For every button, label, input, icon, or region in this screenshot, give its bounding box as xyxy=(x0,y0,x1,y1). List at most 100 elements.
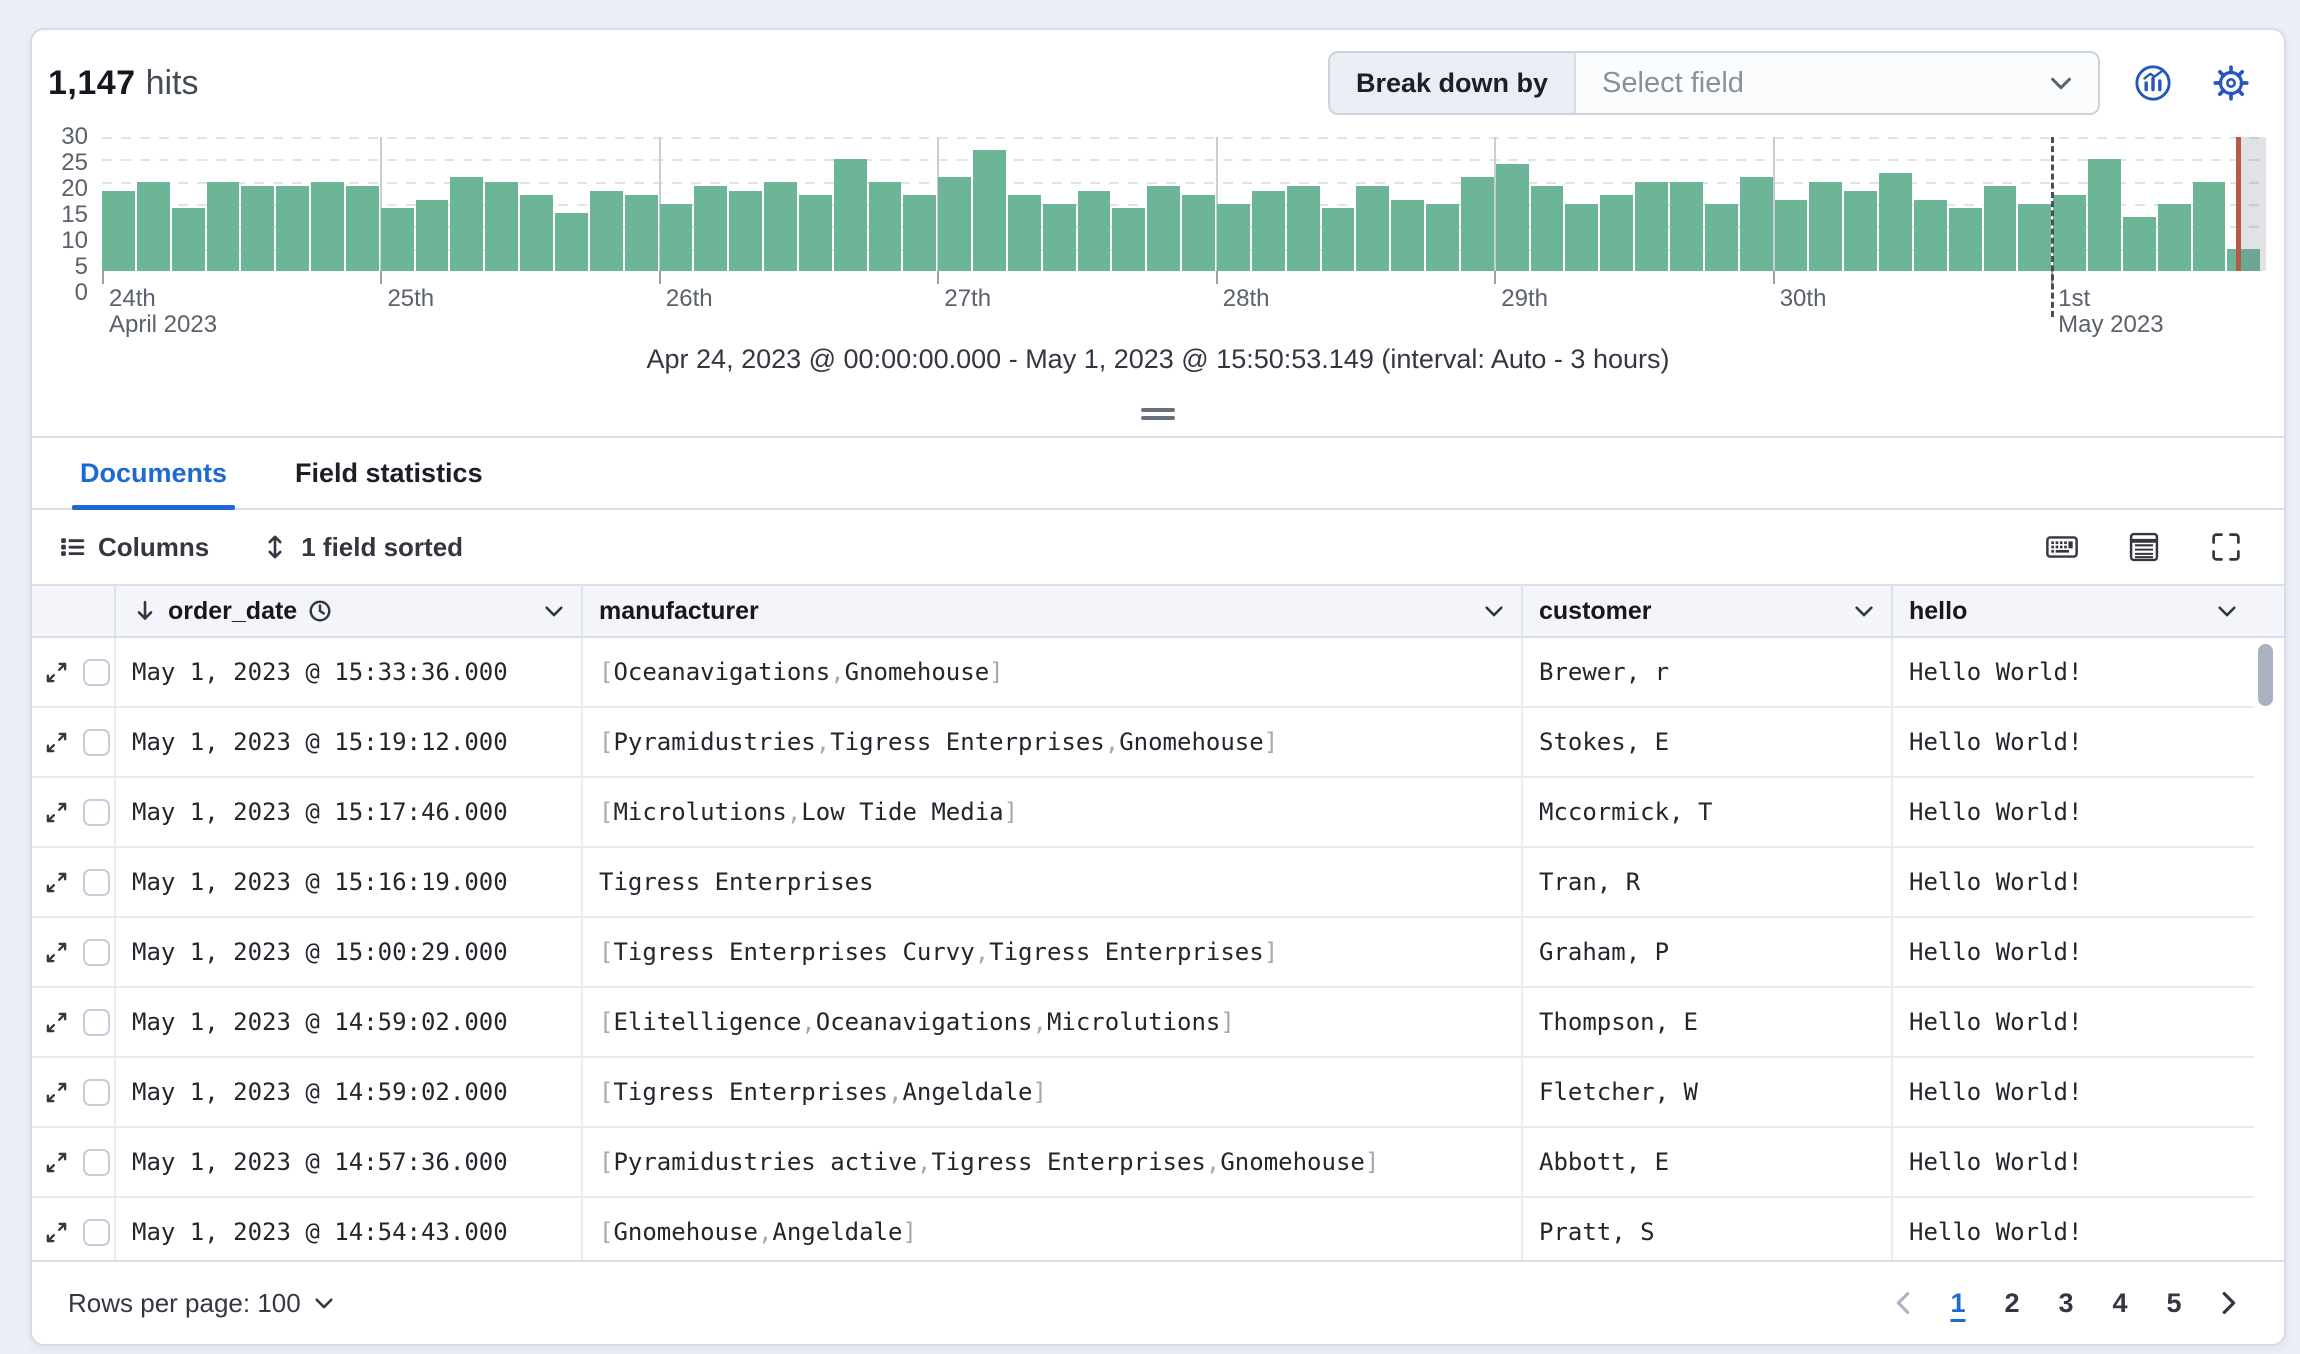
histogram-bar[interactable] xyxy=(729,190,763,271)
histogram-bar[interactable] xyxy=(1321,208,1355,271)
expand-document-button[interactable] xyxy=(43,1009,70,1036)
cell-hello[interactable]: Hello World! xyxy=(1893,988,2254,1058)
histogram-bar[interactable] xyxy=(380,208,414,271)
display-options-button[interactable] xyxy=(2126,529,2162,565)
next-page-button[interactable] xyxy=(2208,1279,2248,1327)
cell-manufacturer[interactable]: [Microlutions, Low Tide Media] xyxy=(583,778,1523,848)
histogram-bar[interactable] xyxy=(1704,204,1738,271)
row-checkbox[interactable] xyxy=(83,1148,110,1176)
previous-page-button[interactable] xyxy=(1884,1279,1924,1327)
cell-hello[interactable]: Hello World! xyxy=(1893,638,2254,708)
histogram-bar[interactable] xyxy=(1565,204,1599,271)
breakdown-select[interactable]: Select field xyxy=(1576,53,2098,113)
cell-order_date[interactable]: May 1, 2023 @ 14:57:36.000 xyxy=(116,1128,583,1198)
histogram-bar[interactable] xyxy=(1356,186,1390,271)
histogram-bar[interactable] xyxy=(798,195,832,271)
cell-manufacturer[interactable]: [Tigress Enterprises, Angeldale] xyxy=(583,1058,1523,1128)
histogram-bar[interactable] xyxy=(1007,195,1041,271)
cell-order_date[interactable]: May 1, 2023 @ 15:16:19.000 xyxy=(116,848,583,918)
histogram-bar[interactable] xyxy=(1251,190,1285,271)
edit-visualization-button[interactable] xyxy=(2132,62,2174,104)
histogram-bar[interactable] xyxy=(241,186,275,271)
histogram-bar[interactable] xyxy=(764,181,797,271)
expand-document-button[interactable] xyxy=(43,1079,70,1106)
histogram-bar[interactable] xyxy=(659,204,693,271)
sort-fields-button[interactable]: 1 field sorted xyxy=(261,532,463,563)
expand-document-button[interactable] xyxy=(43,1149,70,1176)
row-checkbox[interactable] xyxy=(83,658,110,686)
keyboard-shortcuts-button[interactable] xyxy=(2044,529,2080,565)
cell-manufacturer[interactable]: [Pyramidustries, Tigress Enterprises, Gn… xyxy=(583,708,1523,778)
expand-document-button[interactable] xyxy=(43,729,70,756)
cell-customer[interactable]: Thompson, E xyxy=(1523,988,1893,1058)
header-cell-order_date[interactable]: order_date xyxy=(116,586,583,636)
cell-hello[interactable]: Hello World! xyxy=(1893,848,2254,918)
histogram-bar[interactable] xyxy=(345,186,379,271)
histogram-bar[interactable] xyxy=(1600,195,1634,271)
histogram-bar[interactable] xyxy=(102,190,135,271)
histogram-bar[interactable] xyxy=(2053,195,2087,271)
histogram-bar[interactable] xyxy=(2088,159,2121,271)
cell-customer[interactable]: Pratt, S xyxy=(1523,1198,1893,1260)
histogram-bar[interactable] xyxy=(136,181,170,271)
cell-customer[interactable]: Stokes, E xyxy=(1523,708,1893,778)
row-checkbox[interactable] xyxy=(83,1218,110,1246)
histogram-bar[interactable] xyxy=(311,181,344,271)
row-checkbox[interactable] xyxy=(83,1078,110,1106)
cell-order_date[interactable]: May 1, 2023 @ 14:59:02.000 xyxy=(116,988,583,1058)
histogram-bar[interactable] xyxy=(868,181,902,271)
cell-order_date[interactable]: May 1, 2023 @ 14:54:43.000 xyxy=(116,1198,583,1260)
cell-order_date[interactable]: May 1, 2023 @ 15:17:46.000 xyxy=(116,778,583,848)
histogram-bar[interactable] xyxy=(1391,199,1425,271)
cell-hello[interactable]: Hello World! xyxy=(1893,918,2254,988)
cell-manufacturer[interactable]: [Gnomehouse, Angeldale] xyxy=(583,1198,1523,1260)
histogram-bar[interactable] xyxy=(1844,190,1878,271)
tab-documents[interactable]: Documents xyxy=(72,438,236,510)
histogram-bar[interactable] xyxy=(171,208,205,271)
histogram-bar[interactable] xyxy=(2157,204,2191,271)
histogram-bar[interactable] xyxy=(1879,172,1912,271)
row-checkbox[interactable] xyxy=(83,938,110,966)
histogram-bar[interactable] xyxy=(206,181,240,271)
histogram-bar[interactable] xyxy=(2192,181,2226,271)
resize-handle[interactable] xyxy=(1141,408,1175,424)
histogram-bar[interactable] xyxy=(276,186,310,271)
cell-hello[interactable]: Hello World! xyxy=(1893,1198,2254,1260)
histogram-bar[interactable] xyxy=(589,190,623,271)
fullscreen-button[interactable] xyxy=(2208,529,2244,565)
page-button-3[interactable]: 3 xyxy=(2046,1279,2086,1327)
page-button-2[interactable]: 2 xyxy=(1992,1279,2032,1327)
histogram-bar[interactable] xyxy=(624,195,658,271)
histogram-bar[interactable] xyxy=(2018,204,2052,271)
expand-document-button[interactable] xyxy=(43,659,70,686)
histogram-bar[interactable] xyxy=(1147,186,1181,271)
cell-manufacturer[interactable]: Tigress Enterprises xyxy=(583,848,1523,918)
row-checkbox[interactable] xyxy=(83,798,110,826)
histogram-bar[interactable] xyxy=(903,195,937,271)
histogram-bar[interactable] xyxy=(1077,190,1111,271)
columns-button[interactable]: Columns xyxy=(58,532,209,563)
cell-order_date[interactable]: May 1, 2023 @ 15:33:36.000 xyxy=(116,638,583,708)
cell-manufacturer[interactable]: [Pyramidustries active, Tigress Enterpri… xyxy=(583,1128,1523,1198)
cell-customer[interactable]: Tran, R xyxy=(1523,848,1893,918)
cell-hello[interactable]: Hello World! xyxy=(1893,708,2254,778)
histogram-bar[interactable] xyxy=(1669,181,1703,271)
histogram-bar[interactable] xyxy=(1635,181,1668,271)
vertical-scrollbar[interactable] xyxy=(2258,644,2273,706)
expand-document-button[interactable] xyxy=(43,939,70,966)
cell-hello[interactable]: Hello World! xyxy=(1893,1058,2254,1128)
page-button-4[interactable]: 4 xyxy=(2100,1279,2140,1327)
histogram-bar[interactable] xyxy=(485,181,519,271)
page-button-1[interactable]: 1 xyxy=(1938,1279,1978,1327)
header-cell-hello[interactable]: hello xyxy=(1893,586,2254,636)
cell-manufacturer[interactable]: [Oceanavigations, Gnomehouse] xyxy=(583,638,1523,708)
histogram-bar[interactable] xyxy=(1112,208,1146,271)
expand-document-button[interactable] xyxy=(43,1219,70,1246)
histogram-bar[interactable] xyxy=(833,159,867,271)
row-checkbox[interactable] xyxy=(83,1008,110,1036)
histogram-bar[interactable] xyxy=(1774,199,1808,271)
cell-order_date[interactable]: May 1, 2023 @ 14:59:02.000 xyxy=(116,1058,583,1128)
cell-customer[interactable]: Graham, P xyxy=(1523,918,1893,988)
histogram-bar[interactable] xyxy=(1182,195,1215,271)
histogram-bar[interactable] xyxy=(1739,177,1773,271)
